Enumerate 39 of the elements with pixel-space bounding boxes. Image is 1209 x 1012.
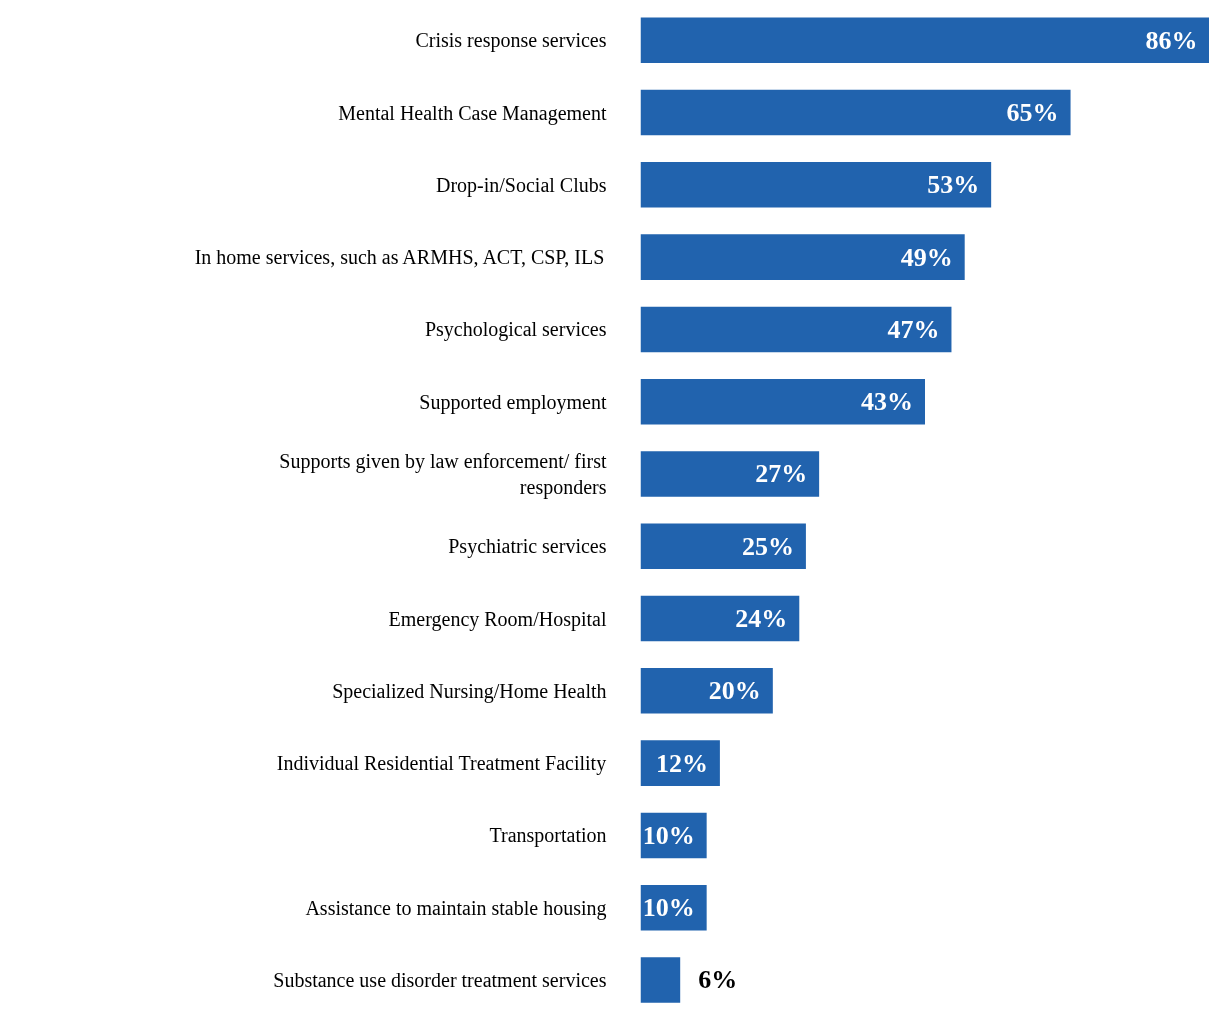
y-tick-label: Individual Residential Treatment Facility <box>276 752 607 776</box>
bar <box>640 523 806 570</box>
data-label: 10% <box>642 820 695 850</box>
bar <box>640 595 800 642</box>
data-label: 65% <box>1006 98 1059 128</box>
bar <box>640 957 681 1003</box>
y-tick-label: Crisis response services <box>415 29 607 53</box>
bar <box>640 668 773 714</box>
data-label: 12% <box>655 748 708 778</box>
y-tick-label: Supported employment <box>419 390 607 414</box>
data-label: 10% <box>642 893 695 923</box>
y-tick-label: Assistance to maintain stable housing <box>305 896 607 920</box>
bar <box>640 89 1071 136</box>
y-tick-label: Specialized Nursing/Home Health <box>332 679 607 703</box>
data-label: 6% <box>698 965 738 995</box>
data-label: 53% <box>927 170 980 200</box>
bar <box>640 378 925 425</box>
data-label: 47% <box>887 314 940 344</box>
y-tick-label: Transportation <box>489 824 607 848</box>
data-label: 20% <box>708 676 761 706</box>
data-label: 86% <box>1145 25 1198 55</box>
bar <box>640 306 952 353</box>
bar <box>640 234 965 280</box>
bar <box>640 451 820 497</box>
y-tick-label: Emergency Room/Hospital <box>388 607 607 631</box>
y-tick-label: Psychiatric services <box>448 535 607 559</box>
y-tick-label: Psychological services <box>424 318 607 342</box>
data-label: 43% <box>861 387 913 417</box>
y-tick-label: Substance use disorder treatment services <box>273 968 607 991</box>
y-tick-label: Mental Health Case Management <box>338 101 607 125</box>
data-label: 49% <box>900 242 953 272</box>
y-tick-label: Drop-in/Social Clubs <box>435 173 607 197</box>
bar <box>640 162 992 208</box>
y-tick-label: In home services, such as ARMHS, ACT, CSP, ILS <box>194 246 605 269</box>
bar <box>640 17 1209 64</box>
data-label: 27% <box>755 459 808 489</box>
data-label: 25% <box>741 531 794 561</box>
y-tick-label: Supports given by law enforcement/ first responders <box>279 449 607 500</box>
data-label: 24% <box>735 604 788 634</box>
